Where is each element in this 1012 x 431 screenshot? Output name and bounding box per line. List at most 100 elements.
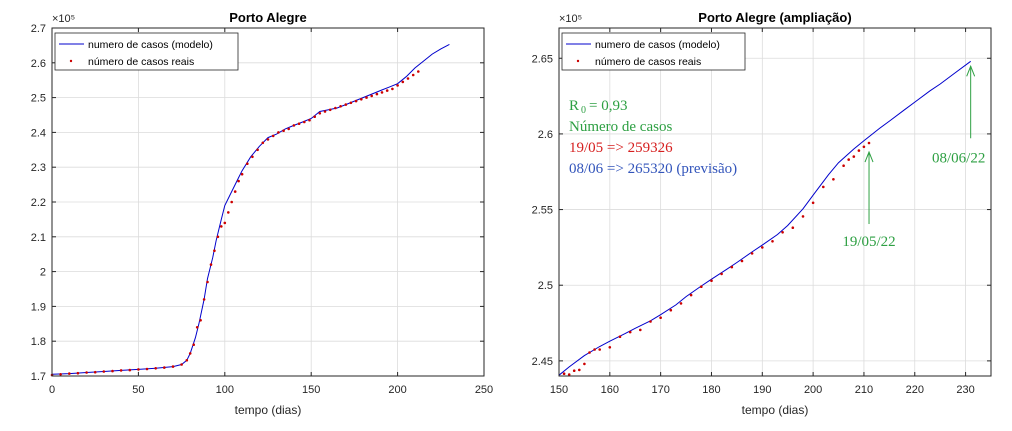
real-case-point [85, 371, 88, 374]
real-case-point [202, 298, 206, 301]
chart-porto-alegre: 0 50 100 150 200 250 1.7 1.8 1.9 2 2.1 2.2 2.3 2.4 2.5… [31, 10, 493, 417]
y-tick-label: 1.8 [31, 336, 46, 348]
y-tick-label: 2.5 [31, 93, 46, 105]
real-case-point [137, 368, 140, 371]
real-case-point [188, 352, 192, 355]
axes-box [558, 27, 992, 377]
real-case-point [318, 112, 322, 115]
plot-area [559, 28, 991, 376]
real-case-point [102, 370, 106, 373]
x-tick-label: 250 [475, 384, 493, 396]
real-case-point [360, 98, 363, 101]
real-case-point [145, 367, 149, 371]
legend-box [54, 32, 239, 71]
real-case-point [832, 178, 835, 181]
real-case-point [857, 149, 861, 152]
y-tick-label: 1.7 [31, 371, 46, 383]
legend-real-label: número de casos reais [595, 56, 701, 68]
real-case-point [271, 134, 275, 138]
real-case-point [154, 367, 157, 370]
x-tick-label: 230 [956, 384, 974, 396]
real-case-point [740, 259, 744, 263]
real-case-point [334, 106, 337, 110]
real-case-point [380, 91, 384, 94]
model-line [558, 60, 971, 376]
real-case-point [567, 373, 571, 376]
tick-layer: 0 50 100 150 200 250 1.7 1.8 1.9 2 2.1 2.2 2.3 2.4 2.5… [31, 23, 493, 396]
real-case-point [292, 124, 296, 127]
real-case-point [59, 373, 62, 376]
real-case-point [266, 138, 270, 141]
real-case-point [344, 103, 348, 106]
real-case-point [401, 80, 405, 84]
real-case-point [588, 351, 591, 354]
annotation-forecast-08-06: 08/06 => 265320 (previsão) [569, 161, 737, 177]
real-case-point [391, 87, 394, 91]
real-case-point [583, 362, 586, 366]
y-tick-label: 2.55 [532, 205, 553, 217]
grid-lines [51, 27, 485, 377]
y-tick-label: 2.45 [532, 356, 553, 368]
real-case-point [220, 225, 223, 228]
annotation-r0-subscript: 0 [581, 105, 586, 116]
real-case-point [216, 235, 220, 239]
real-case-point [649, 320, 652, 323]
y-tick-label: 2.2 [31, 197, 46, 209]
model-line [51, 43, 450, 375]
y-tick-label: 2.7 [31, 23, 46, 35]
real-case-point [119, 369, 123, 372]
real-case-point [111, 369, 114, 373]
real-case-point [287, 127, 291, 131]
annotation-r0: R 0 = 0,93 [569, 98, 627, 116]
legend-model-label: numero de casos (modelo) [88, 39, 213, 51]
real-case-point [209, 263, 213, 266]
x-tick-label: 200 [388, 384, 406, 396]
real-case-point [572, 369, 576, 373]
y-tick-label: 1.9 [31, 301, 46, 313]
y-tick-label: 2.4 [31, 127, 46, 139]
real-case-point [180, 363, 183, 366]
y-tick-label: 2.1 [31, 232, 46, 244]
real-case-point [68, 372, 71, 375]
real-case-point [349, 101, 353, 105]
x-tick-label: 150 [550, 384, 568, 396]
real-case-point [323, 110, 327, 113]
real-case-point [659, 316, 662, 320]
legend-real-label: número de casos reais [88, 56, 194, 68]
chart-title: Porto Alegre [229, 10, 307, 25]
x-tick-label: 100 [216, 384, 234, 396]
series-layer [50, 43, 450, 377]
real-case-point [375, 92, 379, 96]
real-case-point [199, 319, 202, 322]
x-tick-label: 0 [49, 384, 55, 396]
legend-real-swatch [576, 59, 580, 63]
real-case-point [598, 348, 601, 351]
real-case-point [171, 365, 175, 368]
real-case-point [227, 211, 230, 214]
real-case-point [791, 226, 795, 229]
real-case-point [761, 246, 764, 249]
real-case-point [76, 371, 80, 375]
legend: numero de casos (modelo) número de casos… [54, 32, 239, 71]
real-case-point [223, 221, 227, 225]
legend-real-swatch [69, 59, 73, 63]
real-case-point [213, 249, 216, 252]
y-tick-label: 2.3 [31, 162, 46, 174]
x-tick-label: 50 [132, 384, 144, 396]
real-case-point [669, 308, 673, 312]
legend: numero de casos (modelo) número de casos… [561, 32, 746, 71]
real-case-point [720, 272, 723, 276]
real-case-point [750, 252, 754, 255]
real-case-point [710, 279, 713, 283]
real-case-point [195, 326, 199, 329]
real-case-point [689, 293, 693, 297]
x-tick-label: 180 [702, 384, 720, 396]
real-case-point [128, 368, 132, 372]
arrow-19-05-label: 19/05/22 [842, 234, 895, 250]
real-case-point [240, 172, 244, 176]
real-case-point [354, 99, 358, 103]
real-case-point [185, 359, 189, 362]
arrow-layer: 19/05/22 08/06/22 [842, 64, 985, 250]
real-case-point [339, 105, 342, 108]
